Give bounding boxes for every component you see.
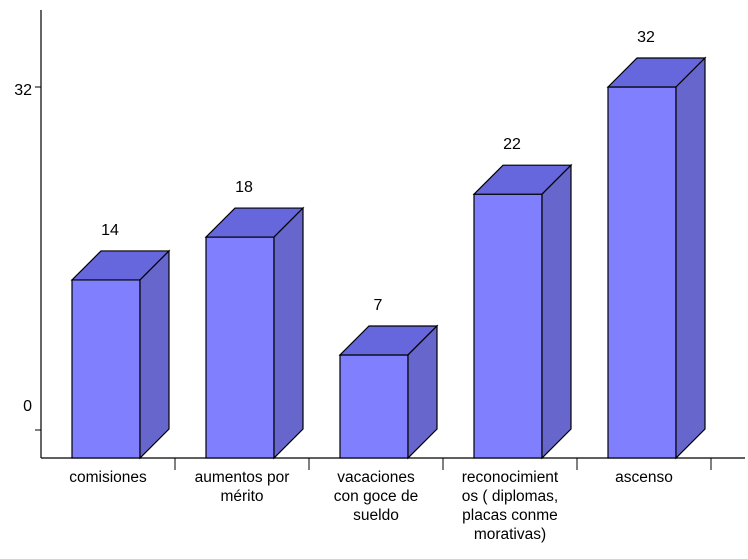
bar-side-face	[675, 56, 706, 460]
data-label: 32	[637, 29, 655, 46]
bar-side-face	[407, 324, 438, 460]
bar	[338, 324, 439, 460]
data-label: 22	[503, 136, 521, 153]
y-tick-label: 0	[23, 398, 32, 415]
data-label: 14	[101, 222, 119, 239]
bar-side-face	[139, 249, 170, 460]
chart-bars	[70, 56, 707, 460]
y-tick-labels: 0 32	[14, 82, 32, 415]
bar	[70, 249, 171, 460]
bar	[472, 163, 573, 460]
data-labels: 14 18 7 22 32	[101, 29, 655, 314]
bar	[606, 56, 707, 460]
data-label: 18	[235, 179, 253, 196]
x-tick-label: ascenso	[615, 469, 673, 486]
bar-front-face	[339, 354, 409, 459]
data-label: 7	[374, 297, 383, 314]
bar-side-face	[541, 163, 572, 460]
x-tick-label: reconocimient os ( diplomas, placas conm…	[461, 469, 559, 543]
bar-front-face	[71, 279, 141, 459]
bar	[204, 206, 305, 460]
bar-front-face	[607, 86, 677, 459]
x-tick-label: vacaciones con goce de sueldo	[333, 469, 419, 524]
x-tick-label: comisiones	[69, 469, 147, 486]
y-tick-label: 32	[14, 82, 32, 99]
bar-front-face	[205, 236, 275, 459]
bar-front-face	[473, 193, 543, 459]
bar-side-face	[273, 206, 304, 460]
x-tick-label: aumentos por mérito	[194, 469, 290, 505]
